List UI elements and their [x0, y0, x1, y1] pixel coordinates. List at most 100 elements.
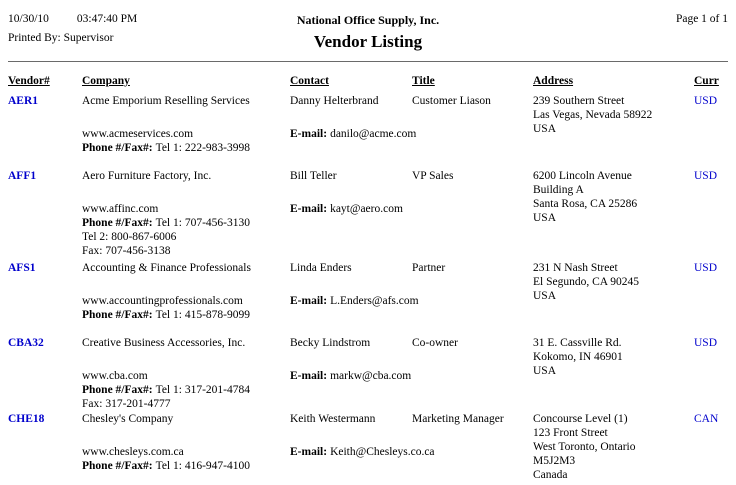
phone-fax-label: Phone #/Fax#: — [82, 217, 153, 229]
address-line: 123 Front Street — [533, 427, 608, 439]
contact-name: Linda Enders — [290, 262, 352, 274]
address-line: 239 Southern Street — [533, 95, 625, 107]
currency-link[interactable]: USD — [694, 337, 718, 349]
address-line: Las Vegas, Nevada 58922 — [533, 109, 653, 121]
vendor-row: AFF1 Aero Furniture Factory, Inc. www.af… — [8, 169, 728, 261]
company-cell: Chesley's Company www.chesleys.com.ca Ph… — [82, 412, 290, 485]
phone-line: Fax: 707-456-3138 — [82, 245, 171, 257]
address-cell: Concourse Level (1) 123 Front Street Wes… — [533, 412, 694, 485]
company-name: Chesley's Company — [82, 413, 174, 425]
contact-title: Marketing Manager — [412, 413, 504, 425]
phone-line: Tel 1: 222-983-3998 — [155, 142, 250, 154]
contact-title: Partner — [412, 262, 446, 274]
col-curr: Curr — [694, 75, 719, 87]
contact-cell: Bill Teller E-mail: kayt@aero.com — [290, 169, 412, 261]
phone-fax-label: Phone #/Fax#: — [82, 309, 153, 321]
phone-line: Tel 1: 317-201-4784 — [155, 384, 250, 396]
company-cell: Creative Business Accessories, Inc. www.… — [82, 336, 290, 412]
address-line: El Segundo, CA 90245 — [533, 276, 640, 288]
contact-name: Bill Teller — [290, 170, 337, 182]
col-company: Company — [82, 75, 130, 87]
email-label: E-mail: — [290, 128, 328, 140]
phone-line: Tel 2: 800-867-6006 — [82, 231, 177, 243]
address-cell: 6200 Lincoln Avenue Building A Santa Ros… — [533, 169, 694, 261]
header-left: 10/30/10 03:47:40 PM Printed By: Supervi… — [8, 13, 137, 44]
col-address: Address — [533, 75, 574, 87]
email-label: E-mail: — [290, 370, 328, 382]
header-center: National Office Supply, Inc. Vendor List… — [8, 13, 728, 52]
address-line: M5J2M3 — [533, 455, 576, 467]
contact-cell: Keith Westermann E-mail: Keith@Chesleys.c… — [290, 412, 435, 485]
address-line: Canada — [533, 469, 568, 481]
company-cell: Accounting & Finance Professionals www.a… — [82, 261, 290, 336]
address-line: USA — [533, 123, 557, 135]
company-name: Creative Business Accessories, Inc. — [82, 337, 246, 349]
vendor-row: AFS1 Accounting & Finance Professionals … — [8, 261, 728, 336]
report-header: 10/30/10 03:47:40 PM Printed By: Supervi… — [8, 8, 728, 58]
address-line: Building A — [533, 184, 584, 196]
vendor-row: AER1 Acme Emporium Reselling Services ww… — [8, 94, 728, 169]
email-value: danilo@acme.com — [330, 128, 417, 140]
company-cell: Aero Furniture Factory, Inc. www.affinc.… — [82, 169, 290, 261]
contact-cell: Danny Helterbrand E-mail: danilo@acme.com — [290, 94, 416, 169]
vendor-id-link[interactable]: AFS1 — [8, 262, 36, 274]
address-line: 231 N Nash Street — [533, 262, 618, 274]
company-cell: Acme Emporium Reselling Services www.acm… — [82, 94, 290, 169]
phone-fax-label: Phone #/Fax#: — [82, 460, 153, 472]
address-line: Kokomo, IN 46901 — [533, 351, 623, 363]
vendor-row: CBA32 Creative Business Accessories, Inc… — [8, 336, 728, 412]
address-cell: 239 Southern Street Las Vegas, Nevada 58… — [533, 94, 694, 169]
address-cell: 231 N Nash Street El Segundo, CA 90245 U… — [533, 261, 694, 336]
vendor-id-link[interactable]: CHE18 — [8, 413, 45, 425]
contact-name: Keith Westermann — [290, 413, 376, 425]
phone-fax-label: Phone #/Fax#: — [82, 384, 153, 396]
currency-link[interactable]: USD — [694, 262, 718, 274]
vendor-id-link[interactable]: CBA32 — [8, 337, 44, 349]
email-value: kayt@aero.com — [330, 203, 403, 215]
website: www.affinc.com — [82, 203, 159, 215]
company-name: Accounting & Finance Professionals — [82, 262, 251, 274]
website: www.cba.com — [82, 370, 148, 382]
contact-cell: Linda Enders E-mail: L.Enders@afs.com — [290, 261, 419, 336]
address-line: 6200 Lincoln Avenue — [533, 170, 632, 182]
currency-link[interactable]: CAN — [694, 413, 719, 425]
phone-line: Tel 1: 415-878-9099 — [155, 309, 250, 321]
phone-fax-label: Phone #/Fax#: — [82, 142, 153, 154]
column-headers: Vendor# Company Contact Title Address Cu… — [8, 75, 728, 87]
col-contact: Contact — [290, 75, 329, 87]
phone-line: Fax: 317-201-4777 — [82, 398, 171, 410]
contact-title: Customer Liason — [412, 95, 491, 107]
address-line: USA — [533, 212, 557, 224]
contact-cell: Becky Lindstrom E-mail: markw@cba.com — [290, 336, 412, 412]
email-label: E-mail: — [290, 446, 328, 458]
address-line: West Toronto, Ontario — [533, 441, 636, 453]
page-info: Page 1 of 1 — [675, 13, 728, 25]
vendor-row: CHE18 Chesley's Company www.chesleys.com… — [8, 412, 728, 485]
report-title: Vendor Listing — [313, 32, 423, 51]
company-name: Acme Emporium Reselling Services — [82, 95, 250, 107]
address-line: 31 E. Cassville Rd. — [533, 337, 622, 349]
contact-name: Becky Lindstrom — [290, 337, 371, 349]
address-line: Concourse Level (1) — [533, 413, 628, 425]
address-line: USA — [533, 365, 557, 377]
address-line: Santa Rosa, CA 25286 — [533, 198, 638, 210]
email-label: E-mail: — [290, 295, 328, 307]
address-cell: 31 E. Cassville Rd. Kokomo, IN 46901 USA — [533, 336, 694, 412]
printed-by: Printed By: Supervisor — [8, 32, 114, 44]
email-value: markw@cba.com — [330, 370, 412, 382]
email-value: L.Enders@afs.com — [330, 295, 419, 307]
header-divider — [8, 61, 728, 62]
contact-title: VP Sales — [412, 170, 454, 182]
vendor-id-link[interactable]: AFF1 — [8, 170, 37, 182]
website: www.accountingprofessionals.com — [82, 295, 243, 307]
website: www.acmeservices.com — [82, 128, 194, 140]
vendor-rows: AER1 Acme Emporium Reselling Services ww… — [8, 94, 728, 485]
currency-link[interactable]: USD — [694, 170, 718, 182]
col-title: Title — [412, 75, 435, 87]
phone-line: Tel 1: 707-456-3130 — [155, 217, 250, 229]
currency-link[interactable]: USD — [694, 95, 718, 107]
vendor-id-link[interactable]: AER1 — [8, 95, 39, 107]
contact-name: Danny Helterbrand — [290, 95, 379, 107]
phone-line: Tel 1: 416-947-4100 — [155, 460, 250, 472]
